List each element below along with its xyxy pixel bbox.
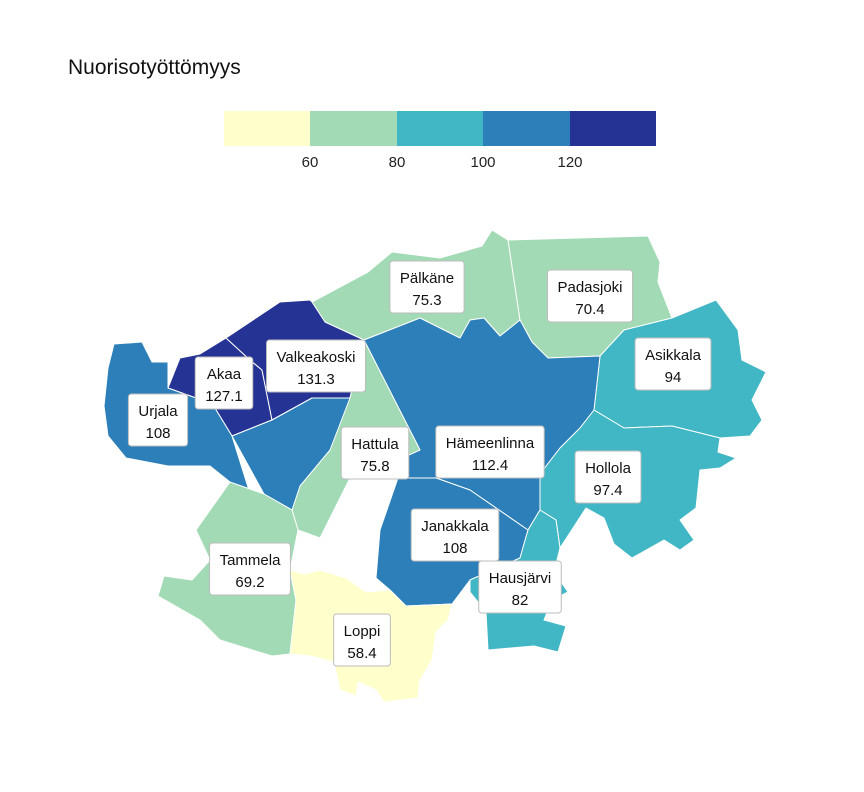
region-name: Pälkäne xyxy=(400,270,454,287)
region-value: 94 xyxy=(665,369,682,386)
region-name: Padasjoki xyxy=(557,279,622,296)
region-name: Urjala xyxy=(138,403,178,420)
region-value: 127.1 xyxy=(205,388,243,405)
region-label: Tammela 69.2 xyxy=(209,542,291,596)
label-box xyxy=(435,425,545,479)
region-value: 112.4 xyxy=(472,457,508,474)
region-name: Asikkala xyxy=(645,347,702,364)
legend-tick: 100 xyxy=(470,154,496,171)
region-label: Padasjoki 70.4 xyxy=(546,269,634,323)
labels-layer: Pälkäne 75.3 Padasjoki 70.4 Asikkala 94 Akaa 12… xyxy=(127,260,712,667)
legend-swatch-5 xyxy=(569,111,657,146)
region-name: Hausjärvi xyxy=(489,570,552,587)
label-box xyxy=(209,542,291,596)
legend-swatch-1 xyxy=(224,111,311,146)
legend-swatch-3 xyxy=(396,111,484,146)
color-legend xyxy=(224,111,657,146)
region-name: Hämeenlinna xyxy=(446,435,535,452)
region-value: 97.4 xyxy=(593,482,622,499)
region-value: 69.2 xyxy=(235,574,264,591)
label-box xyxy=(478,560,562,614)
legend-tick: 60 xyxy=(301,154,319,171)
region-name: Valkeakoski xyxy=(277,349,356,366)
region-label: Hollola 97.4 xyxy=(574,450,642,504)
label-box xyxy=(340,426,410,480)
label-box xyxy=(574,450,642,504)
region-value: 108 xyxy=(145,425,170,442)
region-value: 108 xyxy=(442,540,467,557)
region-name: Loppi xyxy=(344,623,381,640)
region-value: 131.3 xyxy=(297,371,335,388)
label-box xyxy=(410,508,500,562)
legend-swatch-2 xyxy=(310,111,397,146)
region-value: 75.8 xyxy=(360,458,389,475)
region-name: Hattula xyxy=(351,436,399,453)
region-label: Janakkala 108 xyxy=(410,508,500,562)
region-value: 58.4 xyxy=(347,645,376,662)
region-value: 82 xyxy=(512,592,529,609)
region-value: 75.3 xyxy=(412,292,441,309)
legend-ticks: 60 80 100 120 xyxy=(224,154,656,174)
legend-tick: 80 xyxy=(388,154,406,171)
label-box xyxy=(389,260,465,314)
region-label: Akaa 127.1 xyxy=(194,356,254,410)
label-box xyxy=(127,393,189,447)
label-box xyxy=(333,613,391,667)
region-label: Urjala 108 xyxy=(127,393,189,447)
region-name: Tammela xyxy=(220,552,282,569)
region-label: Valkeakoski 131.3 xyxy=(266,339,366,393)
region-name: Hollola xyxy=(585,460,632,477)
region-label: Pälkäne 75.3 xyxy=(389,260,465,314)
label-box xyxy=(546,269,634,323)
region-label: Loppi 58.4 xyxy=(333,613,391,667)
region-label: Asikkala 94 xyxy=(634,337,712,391)
region-label: Hausjärvi 82 xyxy=(478,560,562,614)
label-box xyxy=(634,337,712,391)
region-label: Hattula 75.8 xyxy=(340,426,410,480)
region-label: Hämeenlinna 112.4 xyxy=(435,425,545,479)
label-box xyxy=(266,339,366,393)
region-value: 70.4 xyxy=(575,301,604,318)
label-box xyxy=(194,356,254,410)
legend-tick: 120 xyxy=(557,154,583,171)
region-name: Janakkala xyxy=(421,518,489,535)
region-name: Akaa xyxy=(207,366,242,383)
legend-swatch-4 xyxy=(483,111,570,146)
map-title: Nuorisotyöttömyys xyxy=(68,56,241,79)
